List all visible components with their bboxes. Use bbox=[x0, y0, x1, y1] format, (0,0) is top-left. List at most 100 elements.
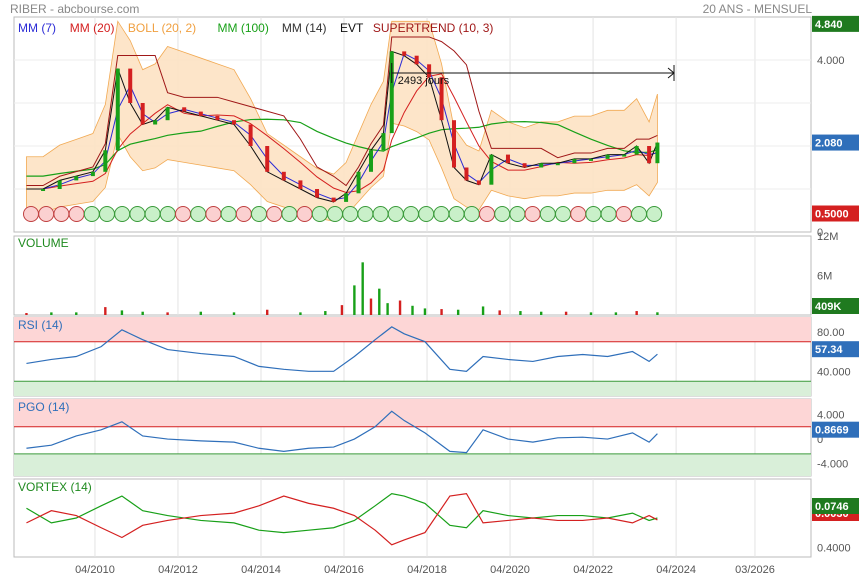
vortex-tick-label: 0.4000 bbox=[817, 542, 851, 554]
event-marker bbox=[342, 206, 359, 222]
volume-tick-label: 6M bbox=[817, 271, 832, 283]
price-tick-label: 0 bbox=[817, 227, 823, 239]
event-marker bbox=[646, 206, 663, 222]
candle bbox=[281, 171, 286, 181]
x-tick-label: 03/2026 bbox=[735, 564, 775, 576]
event-marker bbox=[387, 206, 404, 222]
candle bbox=[74, 176, 79, 181]
x-tick-label: 04/2014 bbox=[241, 564, 281, 576]
volume-bar bbox=[340, 305, 344, 315]
candle bbox=[356, 171, 361, 194]
pgo-tick-label: 0 bbox=[817, 434, 823, 446]
volume-bar bbox=[589, 312, 593, 315]
legend-item: EVT bbox=[340, 21, 364, 35]
event-marker bbox=[23, 206, 39, 222]
pgo-tick-label: 4.000 bbox=[817, 409, 845, 421]
event-marker bbox=[251, 206, 267, 222]
candle bbox=[215, 115, 220, 121]
event-marker bbox=[494, 206, 511, 222]
panel-title: VORTEX (14) bbox=[18, 480, 92, 494]
event-marker bbox=[524, 206, 541, 222]
candle bbox=[655, 142, 660, 164]
event-marker bbox=[235, 206, 252, 222]
volume-bar bbox=[199, 311, 202, 315]
candle bbox=[522, 163, 527, 168]
event-marker bbox=[372, 206, 389, 222]
value-tag-label: 0.5000 bbox=[815, 209, 849, 221]
candle bbox=[41, 189, 46, 191]
volume-bar bbox=[539, 311, 543, 315]
candle bbox=[427, 64, 432, 78]
value-tag-label: 2.080 bbox=[815, 138, 843, 150]
candle bbox=[153, 120, 158, 125]
value-tag-box bbox=[812, 134, 859, 151]
event-marker bbox=[205, 206, 222, 222]
candle bbox=[605, 154, 610, 159]
panel-title: RSI (14) bbox=[18, 318, 63, 332]
candle bbox=[402, 51, 407, 56]
candle bbox=[248, 124, 253, 146]
candle bbox=[439, 77, 444, 121]
event-marker bbox=[281, 206, 298, 222]
vortex-series-line bbox=[26, 492, 658, 546]
value-tag-box bbox=[812, 498, 859, 514]
value-tag-box bbox=[812, 421, 859, 438]
event-marker bbox=[555, 206, 571, 222]
event-marker bbox=[418, 206, 435, 222]
price-tick-label: 4.000 bbox=[817, 55, 845, 67]
legend-item: MM (20) bbox=[70, 21, 115, 35]
event-marker bbox=[585, 206, 602, 222]
panel-frame bbox=[13, 235, 812, 316]
volume-bar bbox=[369, 298, 373, 315]
candle bbox=[505, 154, 510, 164]
event-marker bbox=[479, 206, 495, 222]
value-tag-label: 57.34 bbox=[815, 344, 843, 356]
candle bbox=[489, 154, 494, 185]
volume-bar bbox=[481, 306, 485, 315]
volume-bar bbox=[75, 312, 78, 315]
event-marker bbox=[433, 206, 450, 222]
volume-bar bbox=[25, 313, 28, 315]
event-marker bbox=[266, 206, 283, 222]
value-tag-box bbox=[812, 15, 859, 32]
event-marker bbox=[175, 206, 191, 222]
mm100-line bbox=[26, 118, 658, 177]
source-label: RIBER - abcbourse.com bbox=[10, 2, 140, 16]
event-marker bbox=[190, 206, 207, 222]
volume-tick-label: 12M bbox=[817, 231, 838, 243]
x-tick-label: 04/2010 bbox=[75, 564, 115, 576]
legend-item: MM (100) bbox=[218, 21, 269, 35]
candle bbox=[90, 171, 95, 177]
legend-item: MM (7) bbox=[18, 21, 56, 35]
candle bbox=[572, 158, 577, 164]
oversold-zone bbox=[14, 453, 811, 476]
volume-bar bbox=[456, 309, 460, 315]
candle bbox=[622, 154, 627, 157]
volume-bar bbox=[266, 309, 269, 315]
legend-item: MM (14) bbox=[282, 21, 327, 35]
event-marker bbox=[159, 206, 176, 222]
period-label: 20 ANS - MENSUEL bbox=[702, 2, 812, 16]
value-tag-box bbox=[812, 341, 859, 358]
volume-bar bbox=[423, 308, 427, 315]
supertrend-line bbox=[26, 36, 658, 187]
candle bbox=[103, 150, 108, 172]
candle bbox=[140, 103, 145, 125]
overbought-zone bbox=[14, 317, 811, 342]
volume-bar bbox=[166, 312, 169, 315]
volume-bar bbox=[519, 311, 522, 315]
event-marker bbox=[509, 206, 526, 222]
panel-title: PGO (14) bbox=[18, 400, 69, 414]
event-marker bbox=[357, 206, 374, 222]
panel-title: VOLUME bbox=[18, 236, 69, 250]
x-tick-label: 04/2024 bbox=[656, 564, 696, 576]
candle bbox=[298, 180, 303, 189]
panel-frame bbox=[13, 478, 812, 558]
event-marker bbox=[327, 206, 343, 222]
volume-bar bbox=[324, 311, 327, 315]
volume-bar bbox=[386, 303, 389, 315]
x-tick-label: 04/2020 bbox=[490, 564, 530, 576]
volume-bar bbox=[299, 312, 302, 315]
event-marker bbox=[53, 206, 70, 222]
candle bbox=[634, 146, 639, 155]
